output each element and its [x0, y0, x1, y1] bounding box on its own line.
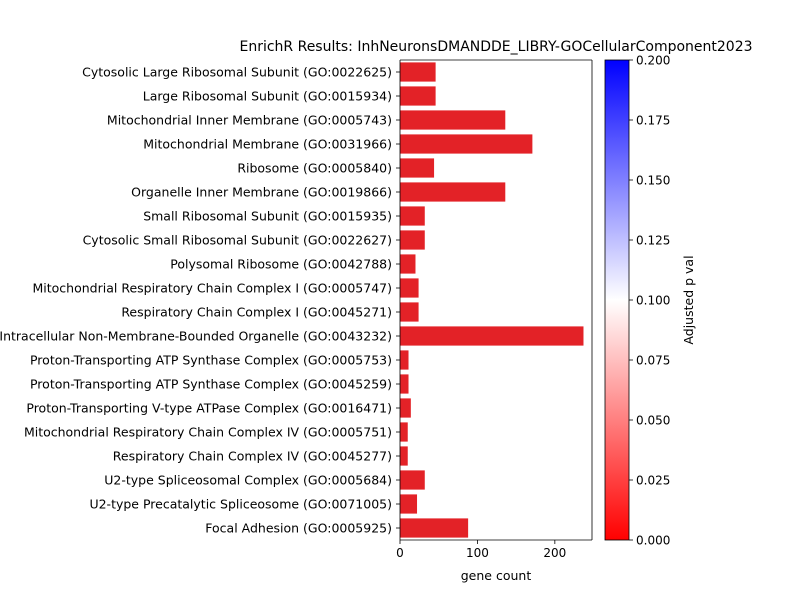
y-tick-label: Intracellular Non-Membrane-Bounded Organ…	[0, 329, 392, 344]
bar	[400, 494, 418, 514]
bars-layer	[400, 62, 584, 538]
y-tick-label: Respiratory Chain Complex IV (GO:0045277…	[113, 449, 392, 464]
colorbar-tick-label: 0.100	[636, 294, 670, 308]
x-tick-label: 0	[396, 546, 404, 560]
y-tick-label: Mitochondrial Inner Membrane (GO:0005743…	[107, 113, 392, 128]
y-tick-label: Proton-Transporting V-type ATPase Comple…	[26, 401, 392, 416]
colorbar: 0.000 0.025 0.050 0.075 0.100 0.125 0.150 0.175…	[604, 54, 670, 548]
colorbar-label: Adjusted p val	[681, 255, 696, 344]
y-tick-label: Large Ribosomal Subunit (GO:0015934)	[143, 89, 392, 104]
y-tick-label: Cytosolic Large Ribosomal Subunit (GO:00…	[82, 65, 392, 80]
colorbar-tick-label: 0.000	[636, 534, 670, 548]
colorbar-tick-label: 0.150	[636, 174, 670, 188]
colorbar-tick-label: 0.200	[636, 54, 670, 68]
y-tick-label: Polysomal Ribosome (GO:0042788)	[170, 257, 392, 272]
y-tick-label: Proton-Transporting ATP Synthase Complex…	[30, 377, 392, 392]
x-tick-label: 100	[466, 546, 489, 560]
colorbar-gradient	[604, 59, 630, 541]
bar	[400, 518, 469, 538]
bar	[400, 62, 436, 82]
bar	[400, 278, 419, 298]
y-tick-label: Mitochondrial Membrane (GO:0031966)	[143, 137, 392, 152]
y-tick-label: Ribosome (GO:0005840)	[237, 161, 392, 176]
colorbar-tick-label: 0.175	[636, 114, 670, 128]
colorbar-tick-label: 0.125	[636, 234, 670, 248]
bar	[400, 86, 436, 106]
colorbar-tick-label: 0.075	[636, 354, 670, 368]
chart-title: EnrichR Results: InhNeuronsDMANDDE_LIBRY…	[239, 39, 752, 55]
y-tick-label: U2-type Spliceosomal Complex (GO:0005684…	[104, 473, 392, 488]
bar	[400, 446, 408, 466]
bar	[400, 254, 416, 274]
bar	[400, 326, 584, 346]
y-tick-labels: Cytosolic Large Ribosomal Subunit (GO:00…	[0, 65, 400, 536]
y-tick-label: Proton-Transporting ATP Synthase Complex…	[30, 353, 392, 368]
x-axis: 0 100 200	[396, 59, 593, 560]
x-tick-label: 200	[543, 546, 566, 560]
colorbar-tick-label: 0.050	[636, 414, 670, 428]
colorbar-tick-label: 0.025	[636, 474, 670, 488]
y-tick-label: Focal Adhesion (GO:0005925)	[205, 521, 392, 536]
bar	[400, 110, 506, 130]
x-axis-label: gene count	[461, 568, 532, 583]
bar	[400, 134, 533, 154]
y-tick-label: Respiratory Chain Complex I (GO:0045271)	[121, 305, 392, 320]
bar	[400, 206, 425, 226]
bar	[400, 230, 425, 250]
bar	[400, 302, 419, 322]
bar	[400, 158, 435, 178]
y-tick-label: Small Ribosomal Subunit (GO:0015935)	[143, 209, 392, 224]
y-tick-label: Cytosolic Small Ribosomal Subunit (GO:00…	[83, 233, 392, 248]
bar	[400, 398, 411, 418]
y-tick-label: Organelle Inner Membrane (GO:0019866)	[131, 185, 392, 200]
bar	[400, 422, 408, 442]
bar	[400, 350, 409, 370]
bar	[400, 470, 425, 490]
y-tick-label: Mitochondrial Respiratory Chain Complex …	[24, 425, 392, 440]
y-tick-label: Mitochondrial Respiratory Chain Complex …	[33, 281, 393, 296]
bar	[400, 182, 506, 202]
y-tick-label: U2-type Precatalytic Spliceosome (GO:007…	[89, 497, 392, 512]
bar	[400, 374, 409, 394]
